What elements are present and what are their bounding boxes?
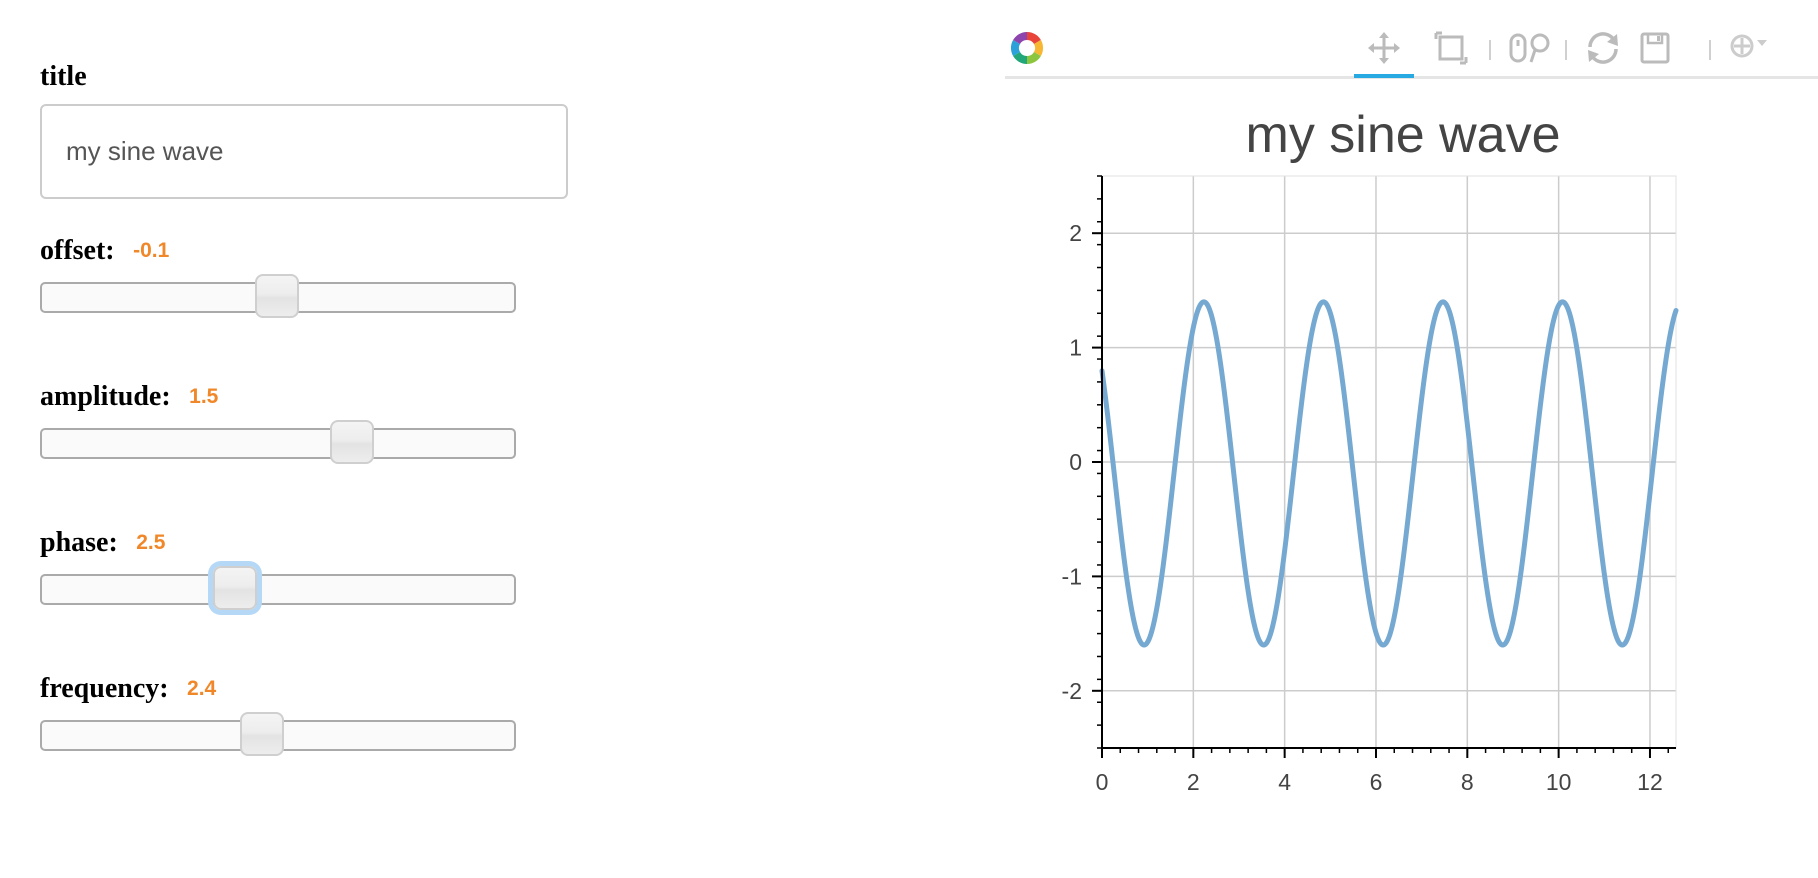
wheel-zoom-tool[interactable] (1507, 28, 1555, 68)
phase-slider-handle[interactable] (213, 566, 257, 610)
title-input[interactable] (40, 104, 568, 199)
x-tick-label: 0 (1096, 769, 1109, 795)
amplitude-slider-group: amplitude: 1.5 (40, 380, 520, 464)
phase-label: phase: (40, 527, 118, 558)
chart-grid (1101, 176, 1676, 748)
y-tick-label: 1 (1069, 335, 1082, 361)
wheel-zoom-tool-icon (1509, 33, 1550, 63)
title-label: title (40, 61, 87, 92)
pan-tool-icon (1368, 32, 1400, 64)
plot-panel: my sine wave 0 2 4 6 8 10 12 -2 -1 0 1 2 (1005, 20, 1818, 878)
offset-slider-handle[interactable] (255, 274, 299, 318)
x-tick-label: 6 (1370, 769, 1383, 795)
chart-title: my sine wave (1246, 106, 1561, 164)
reset-tool[interactable] (1579, 28, 1627, 68)
box-zoom-tool[interactable] (1427, 28, 1475, 68)
amplitude-label: amplitude: (40, 381, 171, 412)
frequency-value: 2.4 (187, 677, 217, 700)
y-tick-label: 0 (1069, 449, 1082, 475)
reset-tool-icon (1588, 32, 1618, 64)
sine-wave-line (1099, 299, 1679, 648)
amplitude-value: 1.5 (189, 385, 219, 408)
pan-tool[interactable] (1354, 28, 1414, 78)
save-tool[interactable] (1631, 28, 1679, 68)
phase-value: 2.5 (136, 531, 166, 554)
toolbar-separator (1709, 40, 1711, 60)
hover-tool-icon (1730, 34, 1767, 58)
amplitude-slider[interactable] (40, 420, 516, 464)
bokeh-logo-icon[interactable] (1007, 28, 1047, 68)
frequency-slider[interactable] (40, 712, 516, 756)
y-tick-label: -1 (1062, 563, 1082, 589)
phase-slider[interactable] (40, 566, 516, 610)
widget-panel: title offset: -0.1 amplitude: 1.5 phase:… (40, 60, 580, 756)
offset-slider-group: offset: -0.1 (40, 234, 520, 318)
hover-tool[interactable] (1725, 28, 1773, 68)
box-zoom-tool-icon (1434, 31, 1468, 65)
x-tick-label: 10 (1546, 769, 1572, 795)
toolbar-separator (1489, 40, 1491, 60)
offset-value: -0.1 (133, 239, 170, 262)
y-tick-label: 2 (1069, 220, 1082, 246)
x-tick-label: 4 (1278, 769, 1291, 795)
y-tick-label: -2 (1062, 678, 1082, 704)
offset-slider[interactable] (40, 274, 516, 318)
phase-slider-group: phase: 2.5 (40, 526, 520, 610)
save-tool-icon (1640, 32, 1670, 64)
x-tick-label: 2 (1187, 769, 1200, 795)
x-tick-label: 12 (1637, 769, 1663, 795)
amplitude-slider-handle[interactable] (330, 420, 374, 464)
frequency-slider-group: frequency: 2.4 (40, 672, 520, 756)
offset-label: offset: (40, 235, 115, 266)
x-tick-label: 8 (1461, 769, 1474, 795)
toolbar-separator (1565, 40, 1567, 60)
frequency-label: frequency: (40, 673, 169, 704)
plot-toolbar (1005, 20, 1818, 79)
frequency-slider-handle[interactable] (240, 712, 284, 756)
